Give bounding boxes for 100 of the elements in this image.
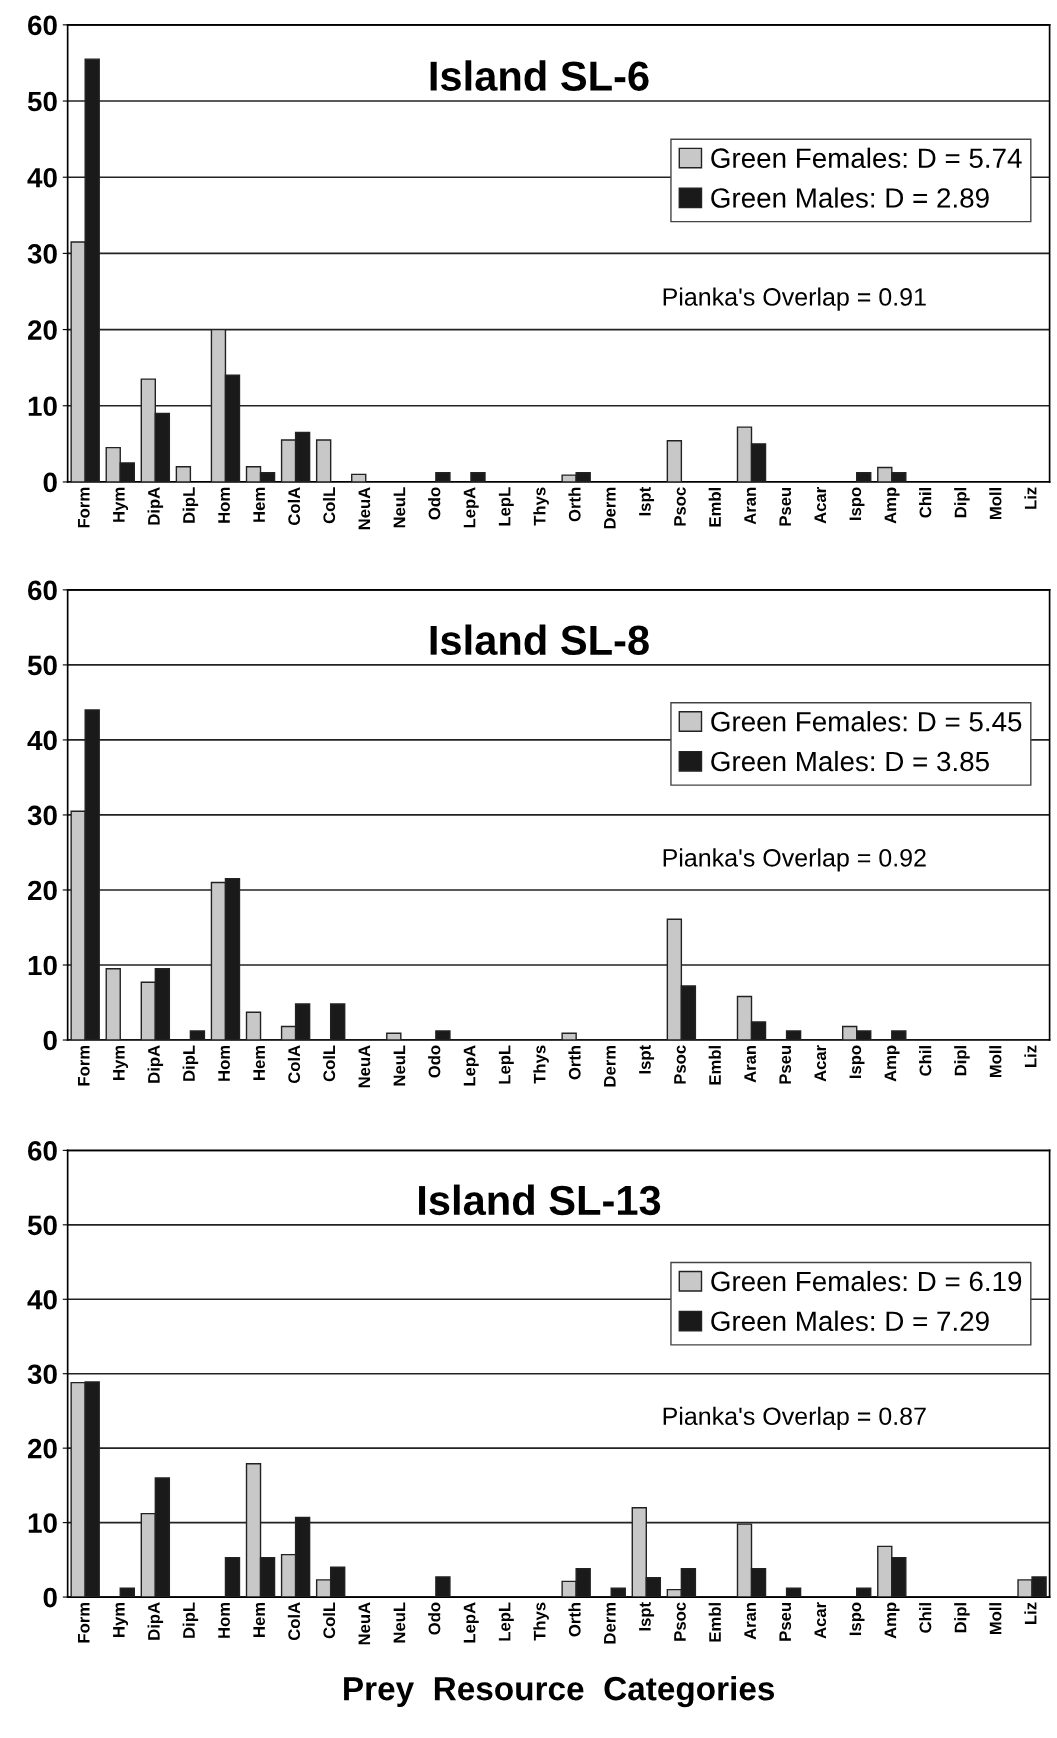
- x-tick-label: Orth: [568, 487, 581, 522]
- x-tick-label: NeuL: [393, 487, 406, 528]
- x-tick-label: Chil: [919, 1046, 932, 1076]
- y-tick-label: 10: [28, 396, 57, 417]
- x-tick-label: Derm: [604, 487, 616, 529]
- y-tick-label: 0: [43, 472, 57, 493]
- legend-label: Green Females: D = 6.19: [711, 1270, 1022, 1292]
- y-tick-label: 10: [28, 955, 57, 976]
- x-axis-title: Prey Resource Categories: [344, 1675, 775, 1708]
- bar: [175, 466, 192, 482]
- bar: [189, 1030, 206, 1041]
- x-tick-label: Hem: [253, 1045, 266, 1080]
- y-tick-label: 0: [43, 1030, 57, 1051]
- x-tick-label: Embl: [708, 1046, 721, 1085]
- x-tick-label: Acar: [814, 1045, 827, 1082]
- bar: [435, 472, 451, 482]
- x-tick-label: Embl: [708, 487, 721, 527]
- x-tick-label: Odo: [428, 487, 441, 520]
- y-tick-label: 20: [28, 1438, 57, 1459]
- bar: [470, 472, 486, 482]
- x-tick-label: ColL: [322, 1602, 336, 1639]
- x-tick-label: LepL: [498, 1602, 514, 1641]
- x-tick-label: ColL: [322, 487, 336, 524]
- x-tick-label: Odo: [428, 1602, 441, 1635]
- y-tick-label: 60: [28, 15, 57, 36]
- x-tick-label: ColA: [287, 1602, 301, 1641]
- x-tick-label: Aran: [744, 1045, 756, 1083]
- y-tick-label: 60: [28, 580, 57, 601]
- bar: [891, 1030, 907, 1041]
- x-tick-label: DipL: [182, 1602, 199, 1638]
- x-tick-label: ColL: [322, 1045, 336, 1082]
- x-tick-label: Hom: [218, 1602, 230, 1638]
- x-tick-label: Acar: [814, 487, 827, 524]
- x-tick-label: NeuA: [358, 1045, 371, 1088]
- x-tick-label: Thys: [533, 1045, 549, 1084]
- x-tick-label: ColA: [287, 1045, 301, 1084]
- x-tick-label: Dipl: [954, 487, 970, 518]
- bar: [386, 1032, 402, 1041]
- y-tick-label: 20: [28, 320, 57, 340]
- bar: [856, 472, 872, 482]
- y-tick-label: 0: [43, 1587, 57, 1608]
- bar: [224, 1556, 241, 1598]
- x-tick-label: Amp: [884, 1602, 900, 1639]
- annotation: Pianka's Overlap = 0.91: [663, 287, 926, 311]
- text: Island SL-6: [430, 60, 649, 91]
- x-tick-label: DipL: [182, 487, 199, 523]
- x-tick-label: Acar: [814, 1602, 827, 1639]
- legend-label: Green Females: D = 5.45: [711, 711, 1022, 732]
- x-tick-label: LepL: [498, 1045, 514, 1084]
- bar: [610, 1587, 626, 1598]
- x-tick-label: Ispo: [849, 1045, 865, 1079]
- bar: [561, 1032, 577, 1041]
- legend-label: Green Females: D = 5.74: [711, 147, 1022, 169]
- x-tick-label: Derm: [604, 1045, 616, 1087]
- x-tick-label: Derm: [604, 1602, 616, 1644]
- legend-label: Green Males: D = 3.85: [711, 750, 989, 772]
- x-tick-label: Aran: [744, 487, 756, 525]
- x-tick-label: Hom: [218, 487, 230, 523]
- x-tick-label: LepA: [463, 1045, 479, 1086]
- y-tick-label: 30: [27, 805, 57, 826]
- bar: [435, 1030, 451, 1041]
- x-tick-label: Moll: [989, 1046, 1002, 1078]
- x-tick-label: Moll: [989, 487, 1002, 520]
- x-tick-label: Chil: [919, 1603, 932, 1633]
- x-tick-label: Form: [78, 487, 90, 528]
- x-tick-label: Pseu: [779, 1045, 792, 1084]
- x-tick-label: LepA: [463, 487, 479, 528]
- x-tick-label: Thys: [533, 487, 549, 526]
- x-tick-label: NeuL: [393, 1045, 406, 1086]
- x-tick-label: Orth: [568, 1045, 581, 1080]
- x-tick-label: DipA: [147, 1045, 164, 1083]
- x-tick-label: NeuL: [393, 1602, 406, 1643]
- bar: [785, 1030, 802, 1041]
- x-tick-label: Hem: [253, 487, 266, 522]
- x-tick-label: Hom: [218, 1045, 230, 1081]
- x-tick-label: Form: [78, 1602, 90, 1643]
- legend-label: Green Males: D = 7.29: [711, 1310, 989, 1332]
- x-tick-label: Thys: [533, 1602, 549, 1641]
- x-tick-label: Liz: [1024, 487, 1037, 509]
- x-tick-label: Ispt: [639, 487, 655, 516]
- x-tick-label: Hem: [253, 1602, 266, 1637]
- y-tick-label: 30: [27, 244, 57, 264]
- x-tick-label: DipL: [182, 1045, 199, 1081]
- x-tick-label: LepL: [498, 487, 514, 526]
- y-tick-label: 40: [27, 1289, 57, 1310]
- x-tick-label: Psoc: [674, 487, 686, 526]
- x-tick-label: Ispo: [849, 487, 865, 520]
- x-tick-label: Liz: [1024, 1045, 1037, 1067]
- x-tick-label: Ispo: [849, 1602, 865, 1636]
- x-tick-label: Embl: [708, 1603, 721, 1642]
- x-tick-label: Hym: [113, 1602, 129, 1637]
- y-tick-label: 10: [28, 1513, 57, 1533]
- y-tick-label: 30: [27, 1364, 57, 1385]
- y-tick-label: 50: [27, 91, 57, 112]
- x-tick-label: ColA: [287, 487, 301, 526]
- bar: [435, 1576, 451, 1598]
- x-tick-label: Hym: [113, 1045, 129, 1080]
- bar: [315, 439, 332, 482]
- x-tick-label: Psoc: [674, 1045, 686, 1084]
- y-tick-label: 60: [28, 1141, 57, 1161]
